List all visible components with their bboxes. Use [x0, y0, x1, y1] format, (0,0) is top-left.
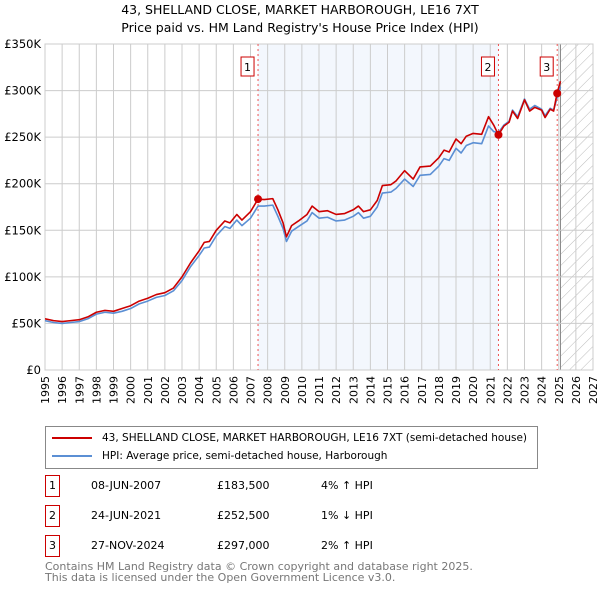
price-chart: 1 2 3 1995 1996 1997 1998 1999 2000 2001 2002 2003 2…: [4, 37, 600, 404]
x-tick-label: 2024: [536, 376, 549, 404]
legend-label-property: 43, SHELLAND CLOSE, MARKET HARBOROUGH, L…: [102, 432, 528, 444]
sale-marker-box: [539, 56, 554, 77]
transaction-hpi-diff: 4% ↑ HPI: [321, 479, 373, 492]
legend-swatch-blue: [52, 455, 92, 457]
x-tick-label: 2003: [176, 376, 189, 404]
x-tick-label: 2002: [159, 376, 172, 404]
y-tick-label: £350K: [4, 37, 41, 51]
x-tick-label: 2004: [193, 376, 206, 404]
sale-point: [494, 130, 503, 139]
y-tick-label: £200K: [4, 177, 41, 191]
x-tick-label: 2025: [553, 376, 566, 404]
x-tick-label: 1996: [56, 376, 69, 404]
x-tick-label: 2017: [416, 376, 429, 404]
transaction-row: 2 24-JUN-2021 £252,500 1% ↓ HPI: [45, 505, 545, 527]
x-tick-label: 2013: [347, 376, 360, 404]
transaction-number: 1: [45, 475, 60, 497]
y-tick-label: £50K: [12, 316, 42, 330]
legend-label-hpi: HPI: Average price, semi-detached house,…: [102, 450, 388, 462]
transaction-number: 3: [45, 535, 60, 557]
x-tick-label: 2007: [245, 376, 258, 404]
x-tick-label: 1997: [73, 376, 86, 404]
transaction-price: £297,000: [217, 539, 270, 552]
sale-point: [254, 195, 263, 204]
footer: Contains HM Land Registry data © Crown c…: [45, 561, 473, 583]
sale-marker-label: 1: [244, 61, 251, 74]
x-tick-label: 1998: [90, 376, 103, 404]
transaction-price: £252,500: [217, 509, 270, 522]
sale-marker-box: [480, 56, 495, 77]
footer-line-2: This data is licensed under the Open Gov…: [45, 571, 396, 584]
x-tick-label: 2009: [279, 376, 292, 404]
transaction-date: 08-JUN-2007: [91, 479, 162, 492]
sale-marker-label: 3: [543, 61, 550, 74]
x-tick-label: 2023: [519, 376, 532, 404]
transaction-hpi-diff: 1% ↓ HPI: [321, 509, 373, 522]
x-tick-label: 2012: [330, 376, 343, 404]
x-tick-label: 2016: [399, 376, 412, 404]
y-tick-label: £250K: [4, 130, 41, 144]
x-tick-label: 2005: [210, 376, 223, 404]
x-tick-label: 2018: [433, 376, 446, 404]
chart-legend: 43, SHELLAND CLOSE, MARKET HARBOROUGH, L…: [45, 426, 538, 469]
sale-marker-box: [240, 56, 255, 77]
transaction-number: 2: [45, 505, 60, 527]
x-tick-label: 2011: [313, 376, 326, 404]
hpi-line: [45, 86, 562, 325]
legend-swatch-red: [52, 437, 92, 439]
legend-item-property: 43, SHELLAND CLOSE, MARKET HARBOROUGH, L…: [52, 432, 527, 444]
sale-marker-label: 2: [484, 61, 491, 74]
y-tick-label: £100K: [4, 270, 41, 284]
x-tick-label: 2027: [587, 376, 600, 404]
x-tick-label: 2008: [262, 376, 275, 404]
x-tick-label: 2006: [227, 376, 240, 404]
y-tick-label: £150K: [4, 223, 41, 237]
y-tick-label: £0: [26, 363, 41, 377]
transaction-price: £183,500: [217, 479, 270, 492]
x-tick-label: 2000: [125, 376, 138, 404]
x-tick-label: 2014: [364, 376, 377, 404]
transaction-date: 27-NOV-2024: [91, 539, 165, 552]
x-tick-label: 2001: [142, 376, 155, 404]
chart-title: 43, SHELLAND CLOSE, MARKET HARBOROUGH, L…: [121, 2, 479, 17]
x-tick-label: 2022: [501, 376, 514, 404]
x-tick-label: 2019: [450, 376, 463, 404]
x-tick-label: 1999: [108, 376, 121, 404]
y-tick-label: £300K: [4, 84, 41, 98]
plot-frame: [44, 43, 594, 371]
transaction-row: 1 08-JUN-2007 £183,500 4% ↑ HPI: [45, 475, 545, 497]
x-tick-label: 2020: [467, 376, 480, 404]
chart-subtitle: Price paid vs. HM Land Registry's House …: [121, 20, 479, 35]
ownership-shaded-region: [258, 44, 499, 370]
x-tick-label: 2015: [382, 376, 395, 404]
footer-line-1: Contains HM Land Registry data © Crown c…: [45, 560, 473, 573]
transaction-row: 3 27-NOV-2024 £297,000 2% ↑ HPI: [45, 535, 545, 557]
legend-item-hpi: HPI: Average price, semi-detached house,…: [52, 450, 387, 462]
x-tick-label: 1995: [39, 376, 52, 404]
sale-point: [553, 89, 562, 98]
x-tick-label: 2021: [484, 376, 497, 404]
transaction-date: 24-JUN-2021: [91, 509, 162, 522]
x-tick-label: 2026: [570, 376, 583, 404]
x-tick-label: 2010: [296, 376, 309, 404]
transaction-hpi-diff: 2% ↑ HPI: [321, 539, 373, 552]
forecast-hatch-region: [560, 44, 593, 370]
